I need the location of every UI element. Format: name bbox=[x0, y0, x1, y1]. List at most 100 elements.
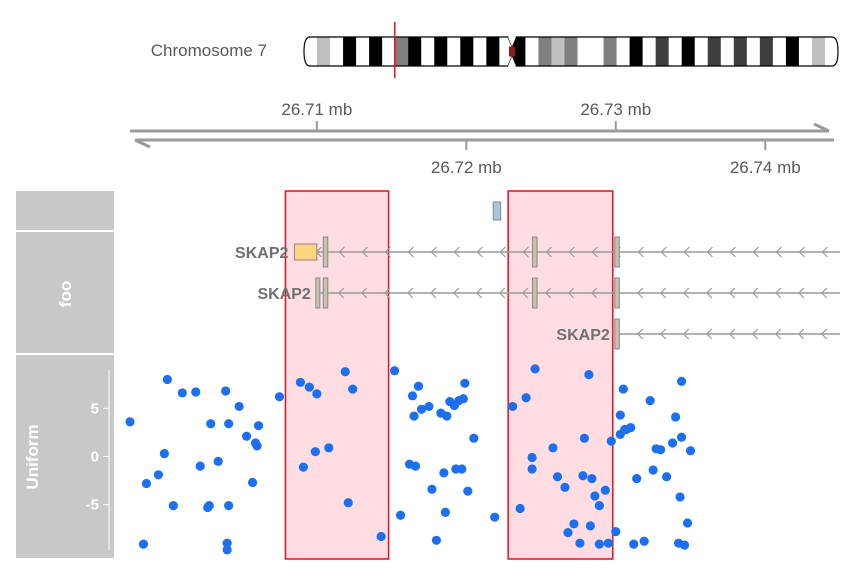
strand-arrow bbox=[430, 246, 437, 258]
data-point bbox=[656, 445, 666, 455]
strand-arrow bbox=[821, 246, 828, 258]
y-axis-tick-label: 5 bbox=[91, 400, 99, 417]
ideogram-band bbox=[369, 37, 383, 66]
data-point bbox=[645, 396, 655, 406]
strand-arrow bbox=[728, 328, 736, 340]
data-point bbox=[253, 421, 264, 431]
strand-arrow bbox=[751, 287, 759, 299]
data-point bbox=[159, 449, 169, 459]
strand-arrow bbox=[797, 287, 805, 299]
data-point bbox=[324, 443, 334, 453]
ideogram-band bbox=[421, 37, 435, 66]
ideogram-band bbox=[551, 37, 565, 66]
exon-box bbox=[614, 318, 620, 350]
ideogram-band bbox=[694, 37, 709, 66]
ideogram-centromere-notch bbox=[508, 37, 516, 66]
gene-region-track: SKAP2 SKAP2 SKAP2 bbox=[235, 201, 840, 350]
axis-tick-label-top: 26.71 mb bbox=[281, 100, 352, 119]
axis-tick-label-top: 26.73 mb bbox=[580, 100, 651, 119]
exon-box bbox=[315, 277, 321, 309]
data-point bbox=[206, 419, 216, 429]
data-point bbox=[632, 474, 642, 484]
ideogram-band bbox=[343, 37, 357, 66]
data-point bbox=[600, 485, 610, 495]
strand-arrow bbox=[361, 246, 368, 258]
data-point bbox=[424, 401, 434, 412]
data-point bbox=[527, 452, 537, 463]
ideogram-band bbox=[577, 37, 591, 66]
data-point bbox=[670, 412, 681, 422]
data-point bbox=[141, 478, 152, 489]
data-point bbox=[594, 539, 604, 549]
axis-arrow-left bbox=[134, 138, 151, 149]
data-point bbox=[521, 393, 531, 403]
data-point bbox=[662, 472, 672, 482]
data-point bbox=[615, 410, 625, 420]
ideogram-band bbox=[434, 37, 448, 66]
data-point bbox=[247, 477, 258, 488]
data-point bbox=[457, 464, 467, 474]
data-point bbox=[221, 386, 231, 396]
strand-arrow bbox=[775, 246, 782, 258]
data-point bbox=[685, 446, 696, 456]
data-point bbox=[569, 519, 579, 529]
axis-ticks: 26.71 mb 26.73 mb 26.72 mb 26.74 mb bbox=[281, 100, 800, 177]
highlight-regions bbox=[284, 190, 614, 560]
ideogram-band bbox=[447, 37, 461, 66]
ideogram-band bbox=[382, 37, 396, 66]
data-point bbox=[195, 461, 205, 471]
strand-arrow bbox=[521, 287, 529, 299]
exon-box bbox=[532, 277, 538, 309]
data-point bbox=[224, 501, 234, 511]
data-point bbox=[682, 518, 693, 528]
exon-box bbox=[614, 277, 620, 309]
strand-arrow bbox=[590, 287, 598, 299]
data-point bbox=[177, 388, 187, 398]
strand-arrow bbox=[591, 246, 598, 258]
transcript-label: SKAP2 bbox=[556, 327, 609, 344]
axis-tick-label-bottom: 26.74 mb bbox=[730, 158, 801, 177]
data-point bbox=[469, 433, 479, 443]
data-point bbox=[252, 441, 262, 451]
data-point bbox=[594, 501, 604, 511]
data-point bbox=[343, 498, 353, 508]
strand-arrow bbox=[659, 287, 667, 299]
data-point bbox=[575, 538, 585, 548]
data-point bbox=[603, 538, 613, 548]
data-point bbox=[389, 366, 400, 376]
ideogram-band bbox=[499, 37, 513, 66]
data-point bbox=[676, 376, 687, 386]
ideogram-band bbox=[330, 37, 344, 66]
data-point bbox=[611, 527, 621, 537]
strand-arrow bbox=[682, 287, 690, 299]
strand-arrow bbox=[498, 287, 506, 299]
data-point bbox=[563, 527, 573, 538]
strand-arrow bbox=[338, 246, 345, 258]
panel-title-strips: foo Uniform bbox=[16, 191, 114, 558]
strand-arrow bbox=[637, 246, 644, 258]
ideogram-band bbox=[668, 37, 683, 66]
ideogram-centromere bbox=[509, 46, 515, 57]
ideogram-band bbox=[746, 37, 761, 66]
strand-arrow bbox=[774, 287, 782, 299]
strand-arrow bbox=[729, 246, 736, 258]
ideogram-band bbox=[603, 37, 617, 66]
ideogram-band bbox=[720, 37, 735, 66]
ideogram-band bbox=[356, 37, 370, 66]
strand-arrow bbox=[706, 246, 713, 258]
strand-arrow bbox=[544, 287, 552, 299]
ideogram-band bbox=[629, 37, 644, 66]
data-point bbox=[584, 370, 594, 380]
data-point bbox=[675, 492, 685, 502]
data-point bbox=[648, 465, 658, 475]
data-point bbox=[463, 486, 473, 496]
small-feature bbox=[492, 201, 502, 221]
data-point bbox=[578, 471, 588, 481]
data-point bbox=[508, 401, 518, 412]
ideogram-band bbox=[811, 37, 826, 66]
axis-arrow-right bbox=[813, 122, 830, 133]
data-point bbox=[439, 468, 449, 478]
exon-box bbox=[614, 236, 620, 268]
strand-arrow bbox=[383, 287, 391, 299]
data-track-y-axis: -5 0 5 bbox=[86, 370, 110, 550]
